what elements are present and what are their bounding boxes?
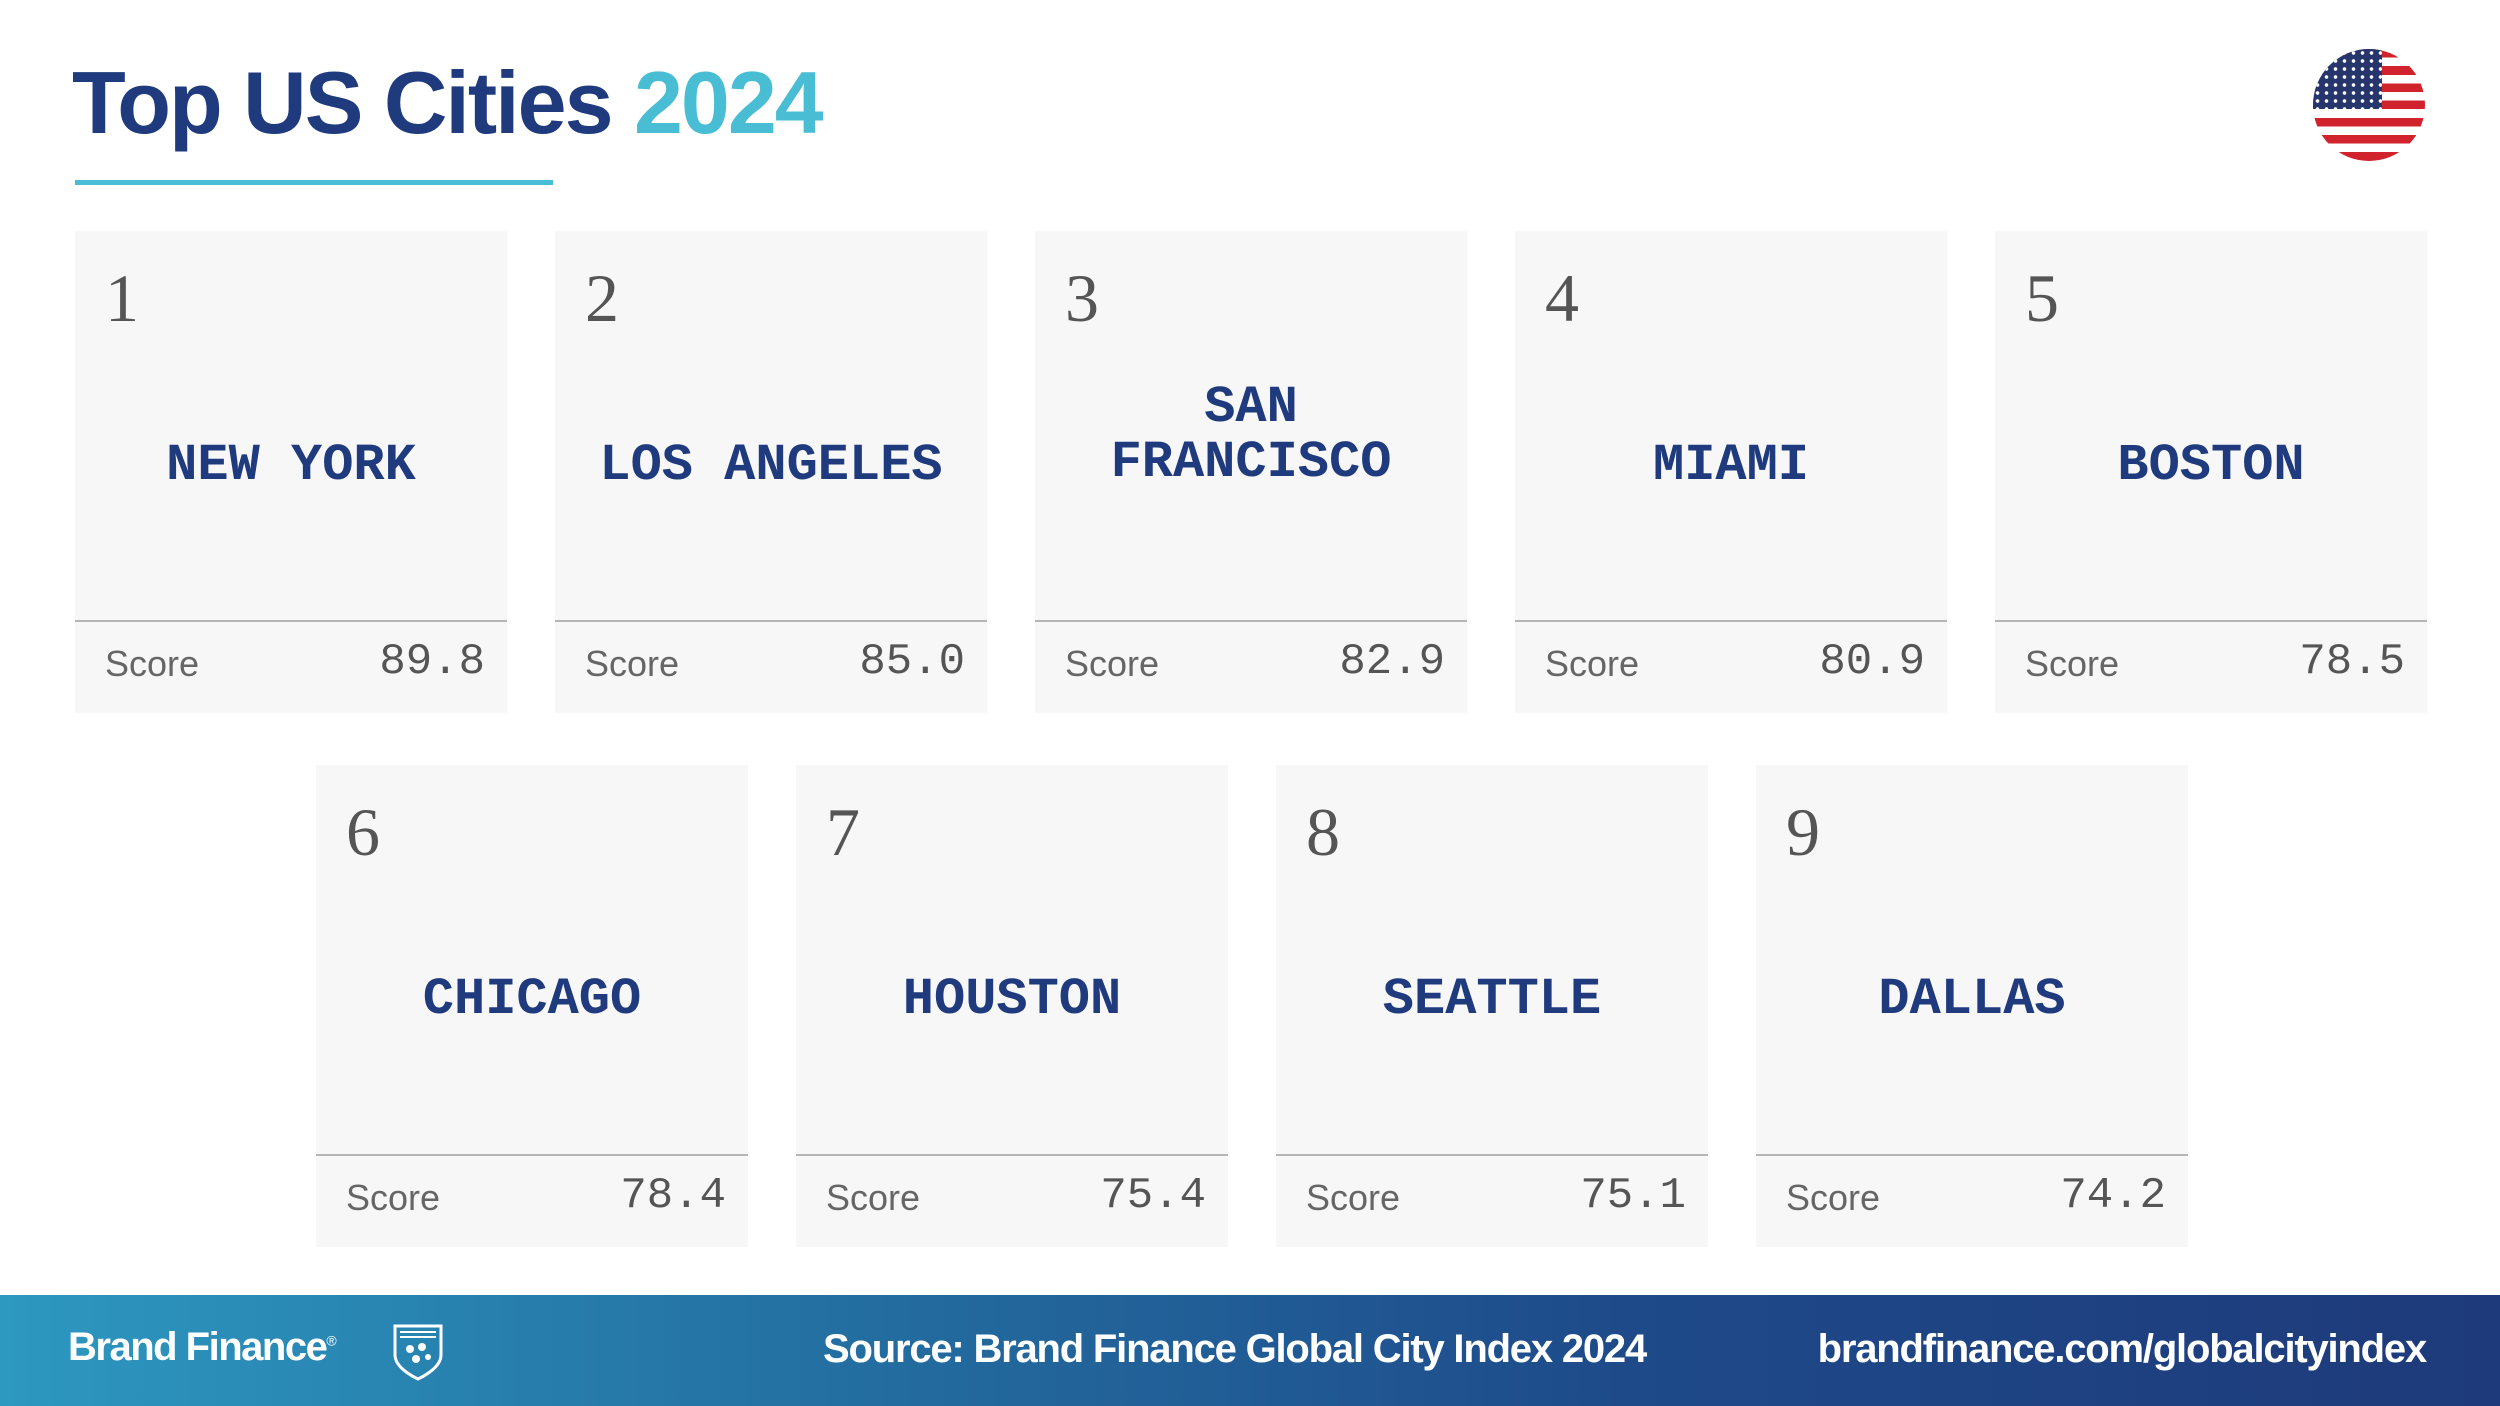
- city-rank: 1: [105, 260, 139, 336]
- city-name: SEATTLE: [1382, 969, 1602, 1029]
- score-value: 85.0: [859, 637, 965, 687]
- shield-logo-icon: [393, 1324, 443, 1381]
- card-divider: [1995, 620, 2427, 622]
- score-value: 78.4: [620, 1171, 726, 1221]
- website-link[interactable]: brandfinance.com/globalcityindex: [1817, 1327, 2428, 1371]
- card-divider: [1515, 620, 1947, 622]
- city-name: DALLAS: [1878, 969, 2066, 1029]
- city-name: MIAMI: [1652, 435, 1810, 495]
- score-value: 82.9: [1339, 637, 1445, 687]
- city-card: 4 MIAMI Score 80.9: [1515, 231, 1947, 713]
- brand-name: Brand Finance: [68, 1325, 328, 1369]
- cards-row-1: 1 NEW YORK Score 89.8 2 LOS ANGELES Score…: [75, 231, 2427, 713]
- score-label: Score: [105, 643, 200, 684]
- city-name: SAN FRANCISCO: [1110, 378, 1392, 492]
- score-value: 78.5: [2299, 637, 2405, 687]
- city-name: BOSTON: [2117, 435, 2305, 495]
- city-name: HOUSTON: [902, 969, 1122, 1029]
- city-rank: 5: [2025, 260, 2059, 336]
- city-name: CHICAGO: [422, 969, 642, 1029]
- city-card: 2 LOS ANGELES Score 85.0: [555, 231, 987, 713]
- footer-bar: Brand Finance® Source: Brand Finance Glo…: [0, 1295, 2500, 1406]
- score-label: Score: [1065, 643, 1160, 684]
- score-value: 75.4: [1100, 1171, 1206, 1221]
- title-year: 2024: [633, 53, 824, 152]
- title-underline: [75, 180, 553, 185]
- score-label: Score: [585, 643, 680, 684]
- cards-row-2: 6 CHICAGO Score 78.4 7 HOUSTON Score 75.4…: [316, 765, 2188, 1247]
- city-rank: 4: [1545, 260, 1579, 336]
- card-divider: [316, 1154, 748, 1156]
- score-label: Score: [1545, 643, 1640, 684]
- page-title: Top US Cities 2024: [72, 52, 824, 154]
- city-rank: 9: [1786, 794, 1820, 870]
- city-rank: 3: [1065, 260, 1099, 336]
- score-value: 80.9: [1819, 637, 1925, 687]
- score-value: 74.2: [2060, 1171, 2166, 1221]
- city-card: 1 NEW YORK Score 89.8: [75, 231, 507, 713]
- score-value: 75.1: [1580, 1171, 1686, 1221]
- city-rank: 7: [826, 794, 860, 870]
- score-label: Score: [1306, 1177, 1401, 1218]
- score-label: Score: [346, 1177, 441, 1218]
- city-name: LOS ANGELES: [599, 435, 943, 495]
- city-card: 5 BOSTON Score 78.5: [1995, 231, 2427, 713]
- registered-mark: ®: [326, 1332, 336, 1349]
- score-label: Score: [2025, 643, 2120, 684]
- city-card: 7 HOUSTON Score 75.4: [796, 765, 1228, 1247]
- flag-canton: [2313, 49, 2383, 110]
- city-rank: 6: [346, 794, 380, 870]
- card-divider: [796, 1154, 1228, 1156]
- title-text: Top US Cities: [72, 53, 614, 152]
- score-label: Score: [1786, 1177, 1881, 1218]
- city-name: NEW YORK: [166, 435, 416, 495]
- card-divider: [75, 620, 507, 622]
- card-divider: [1276, 1154, 1708, 1156]
- city-card: 3 SAN FRANCISCO Score 82.9: [1035, 231, 1467, 713]
- source-text: Source: Brand Finance Global City Index …: [823, 1327, 1647, 1371]
- card-divider: [1035, 620, 1467, 622]
- brand-logo: Brand Finance®: [68, 1325, 337, 1370]
- us-flag-icon: [2313, 49, 2425, 161]
- city-card: 6 CHICAGO Score 78.4: [316, 765, 748, 1247]
- city-rank: 2: [585, 260, 619, 336]
- card-divider: [555, 620, 987, 622]
- card-divider: [1756, 1154, 2188, 1156]
- city-card: 9 DALLAS Score 74.2: [1756, 765, 2188, 1247]
- score-value: 89.8: [379, 637, 485, 687]
- city-card: 8 SEATTLE Score 75.1: [1276, 765, 1708, 1247]
- city-rank: 8: [1306, 794, 1340, 870]
- score-label: Score: [826, 1177, 921, 1218]
